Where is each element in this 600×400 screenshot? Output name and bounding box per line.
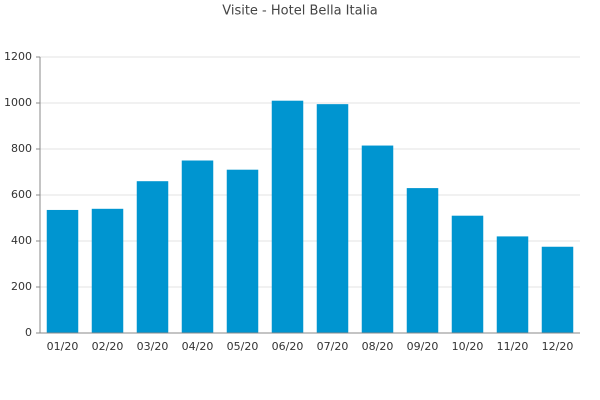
bar [406,188,439,333]
bar [541,246,574,333]
x-tick-label: 04/20 [182,340,214,353]
bar [361,145,394,333]
bar [271,100,304,333]
bar [316,104,349,334]
bar [496,236,529,333]
x-tick-label: 08/20 [362,340,394,353]
bar [91,208,124,333]
x-tick-label: 10/20 [452,340,484,353]
x-tick-label: 11/20 [497,340,529,353]
x-tick-label: 02/20 [92,340,124,353]
x-tick-label: 03/20 [137,340,169,353]
bar [181,160,214,333]
y-tick-label: 1200 [4,50,32,63]
y-tick-label: 600 [11,188,32,201]
y-tick-label: 1000 [4,96,32,109]
bar [136,181,169,333]
x-tick-label: 05/20 [227,340,259,353]
x-tick-label: 06/20 [272,340,304,353]
bar [46,209,79,333]
y-tick-label: 0 [25,326,32,339]
x-tick-label: 01/20 [47,340,79,353]
x-tick-label: 12/20 [542,340,574,353]
chart-title: Visite - Hotel Bella Italia [222,4,378,19]
x-tick-label: 09/20 [407,340,439,353]
y-tick-label: 200 [11,280,32,293]
y-tick-label: 800 [11,142,32,155]
bar [451,215,484,333]
bar [226,169,259,333]
x-tick-label: 07/20 [317,340,349,353]
y-tick-label: 400 [11,234,32,247]
